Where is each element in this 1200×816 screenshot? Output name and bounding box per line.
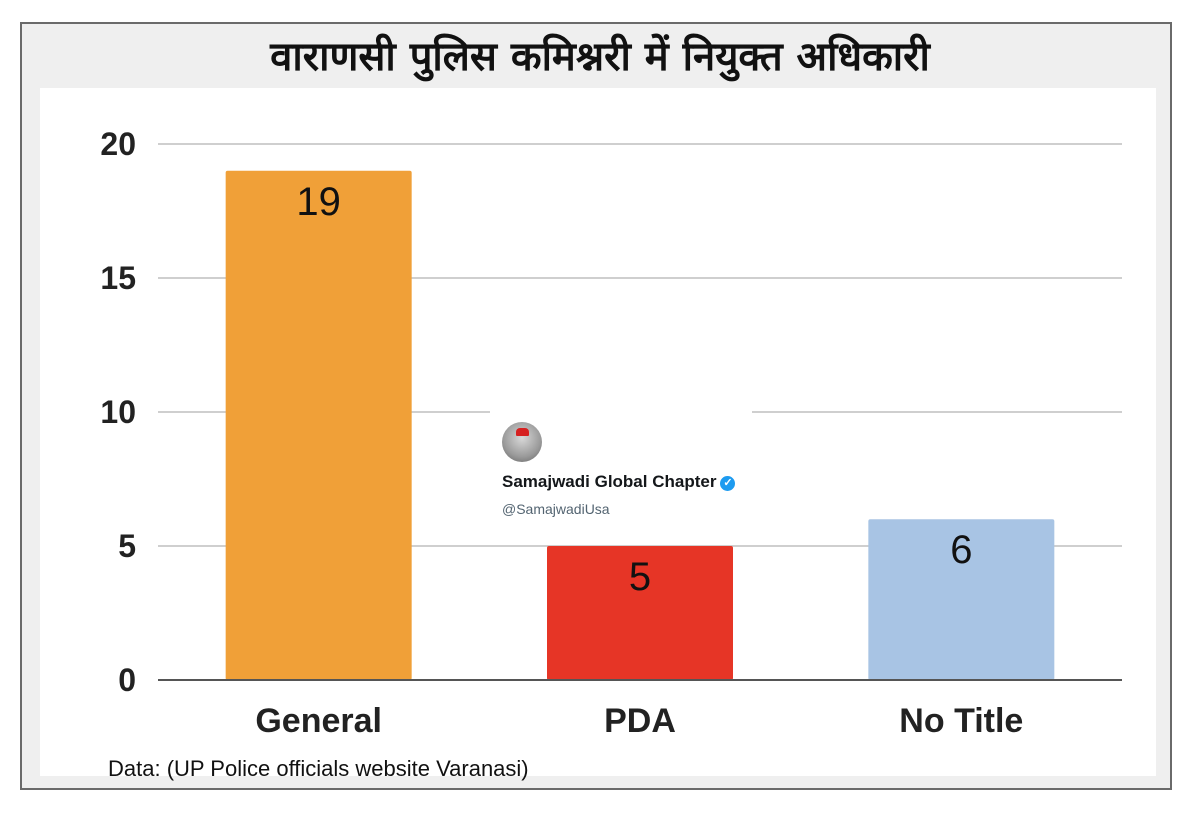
bar-no-title (868, 519, 1055, 680)
data-label-pda: 5 (629, 555, 651, 599)
account-avatar (502, 422, 542, 462)
x-category-label-no-title: No Title (899, 702, 1023, 740)
plot-area: 0 5 10 15 20 19 General 5 PDA 6 No Title (40, 88, 1156, 776)
chart-title: वाराणसी पुलिस कमिश्नरी में नियुक्त अधिका… (270, 34, 930, 80)
bar-pda (547, 546, 733, 680)
y-tick-label-20: 20 (100, 126, 136, 162)
data-label-no-title: 6 (950, 528, 972, 572)
y-tick-label-5: 5 (118, 528, 136, 564)
source-note: Data: (UP Police officials website Varan… (108, 756, 529, 781)
x-category-label-general: General (255, 702, 382, 740)
social-watermark: Samajwadi Global Chapter ✓ @SamajwadiUsa (490, 408, 752, 526)
data-label-general: 19 (296, 180, 341, 224)
x-category-label-pda: PDA (604, 702, 676, 740)
bar-chart: 0 5 10 15 20 19 General 5 PDA 6 No Title (100, 126, 1122, 740)
y-tick-label-15: 15 (100, 260, 136, 296)
y-tick-label-10: 10 (100, 394, 136, 430)
verified-badge-icon: ✓ (720, 476, 736, 491)
account-handle: @SamajwadiUsa (502, 501, 610, 517)
account-name: Samajwadi Global Chapter ✓ (502, 472, 736, 492)
bar-general (225, 170, 412, 681)
account-name-text: Samajwadi Global Chapter (502, 472, 717, 491)
y-tick-label-0: 0 (118, 662, 136, 698)
